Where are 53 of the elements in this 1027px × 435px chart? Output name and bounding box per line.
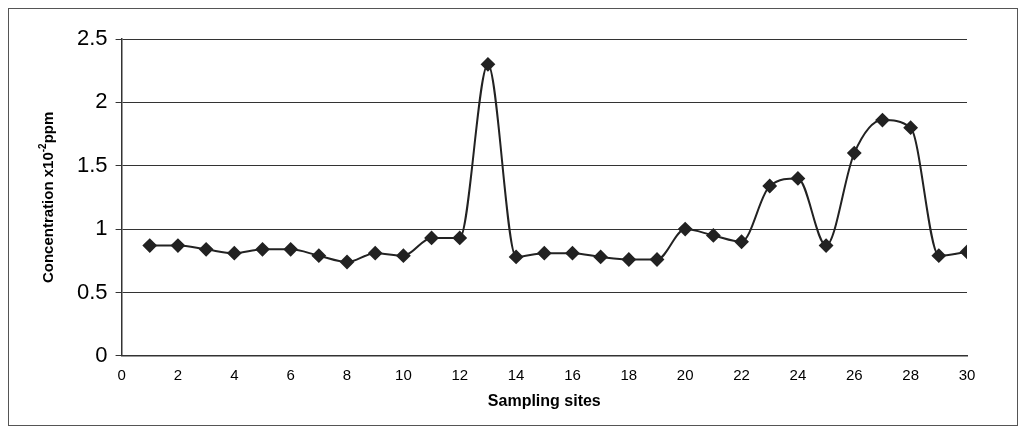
x-tick-label: 2 [173,365,183,383]
x-tick-label: 22 [733,365,750,383]
point [847,146,862,161]
point [565,246,580,261]
point [340,255,355,270]
y-tick-label: 1 [95,215,108,241]
x-tick-label: 24 [789,365,807,383]
y-tick-label: 2 [95,88,108,114]
point [790,171,805,186]
x-tick-label: 16 [564,365,581,383]
point [621,252,636,267]
x-tick-label: 4 [230,365,239,383]
y-tick-label: 2.5 [76,25,108,51]
x-tick-label: 20 [676,365,694,383]
point [452,230,467,245]
x-tick-label: 12 [451,365,469,383]
point [734,234,749,249]
point [819,238,834,253]
point [396,248,411,263]
y-tick-label: 0 [95,341,108,367]
point [903,120,918,135]
point [678,222,693,237]
point [255,242,270,257]
point [650,252,665,267]
point [227,246,242,261]
x-tick-label: 6 [286,365,295,383]
point [537,246,552,261]
point [311,248,326,263]
point [424,230,439,245]
x-tick-label: 28 [902,365,919,383]
y-axis-title: Concentration x10-2ppm [36,111,57,284]
point [593,249,608,264]
point [170,238,185,253]
y-tick-label: 1.5 [76,151,108,177]
x-axis-title: Sampling sites [487,391,601,409]
point [509,249,524,264]
x-tick-label: 0 [117,365,126,383]
x-tick-label: 18 [620,365,638,383]
x-tick-label: 30 [958,365,976,383]
y-tick-label: 0.5 [76,278,108,304]
point [368,246,383,261]
x-tick-label: 26 [845,365,863,383]
point [480,57,495,72]
x-tick-label: 14 [507,365,525,383]
point [931,248,946,263]
point [762,179,777,193]
x-tick-label: 8 [342,365,352,383]
point [283,242,298,257]
point [199,242,214,257]
point [142,238,157,253]
point [706,228,721,243]
point [875,113,890,128]
x-tick-label: 10 [395,365,412,383]
